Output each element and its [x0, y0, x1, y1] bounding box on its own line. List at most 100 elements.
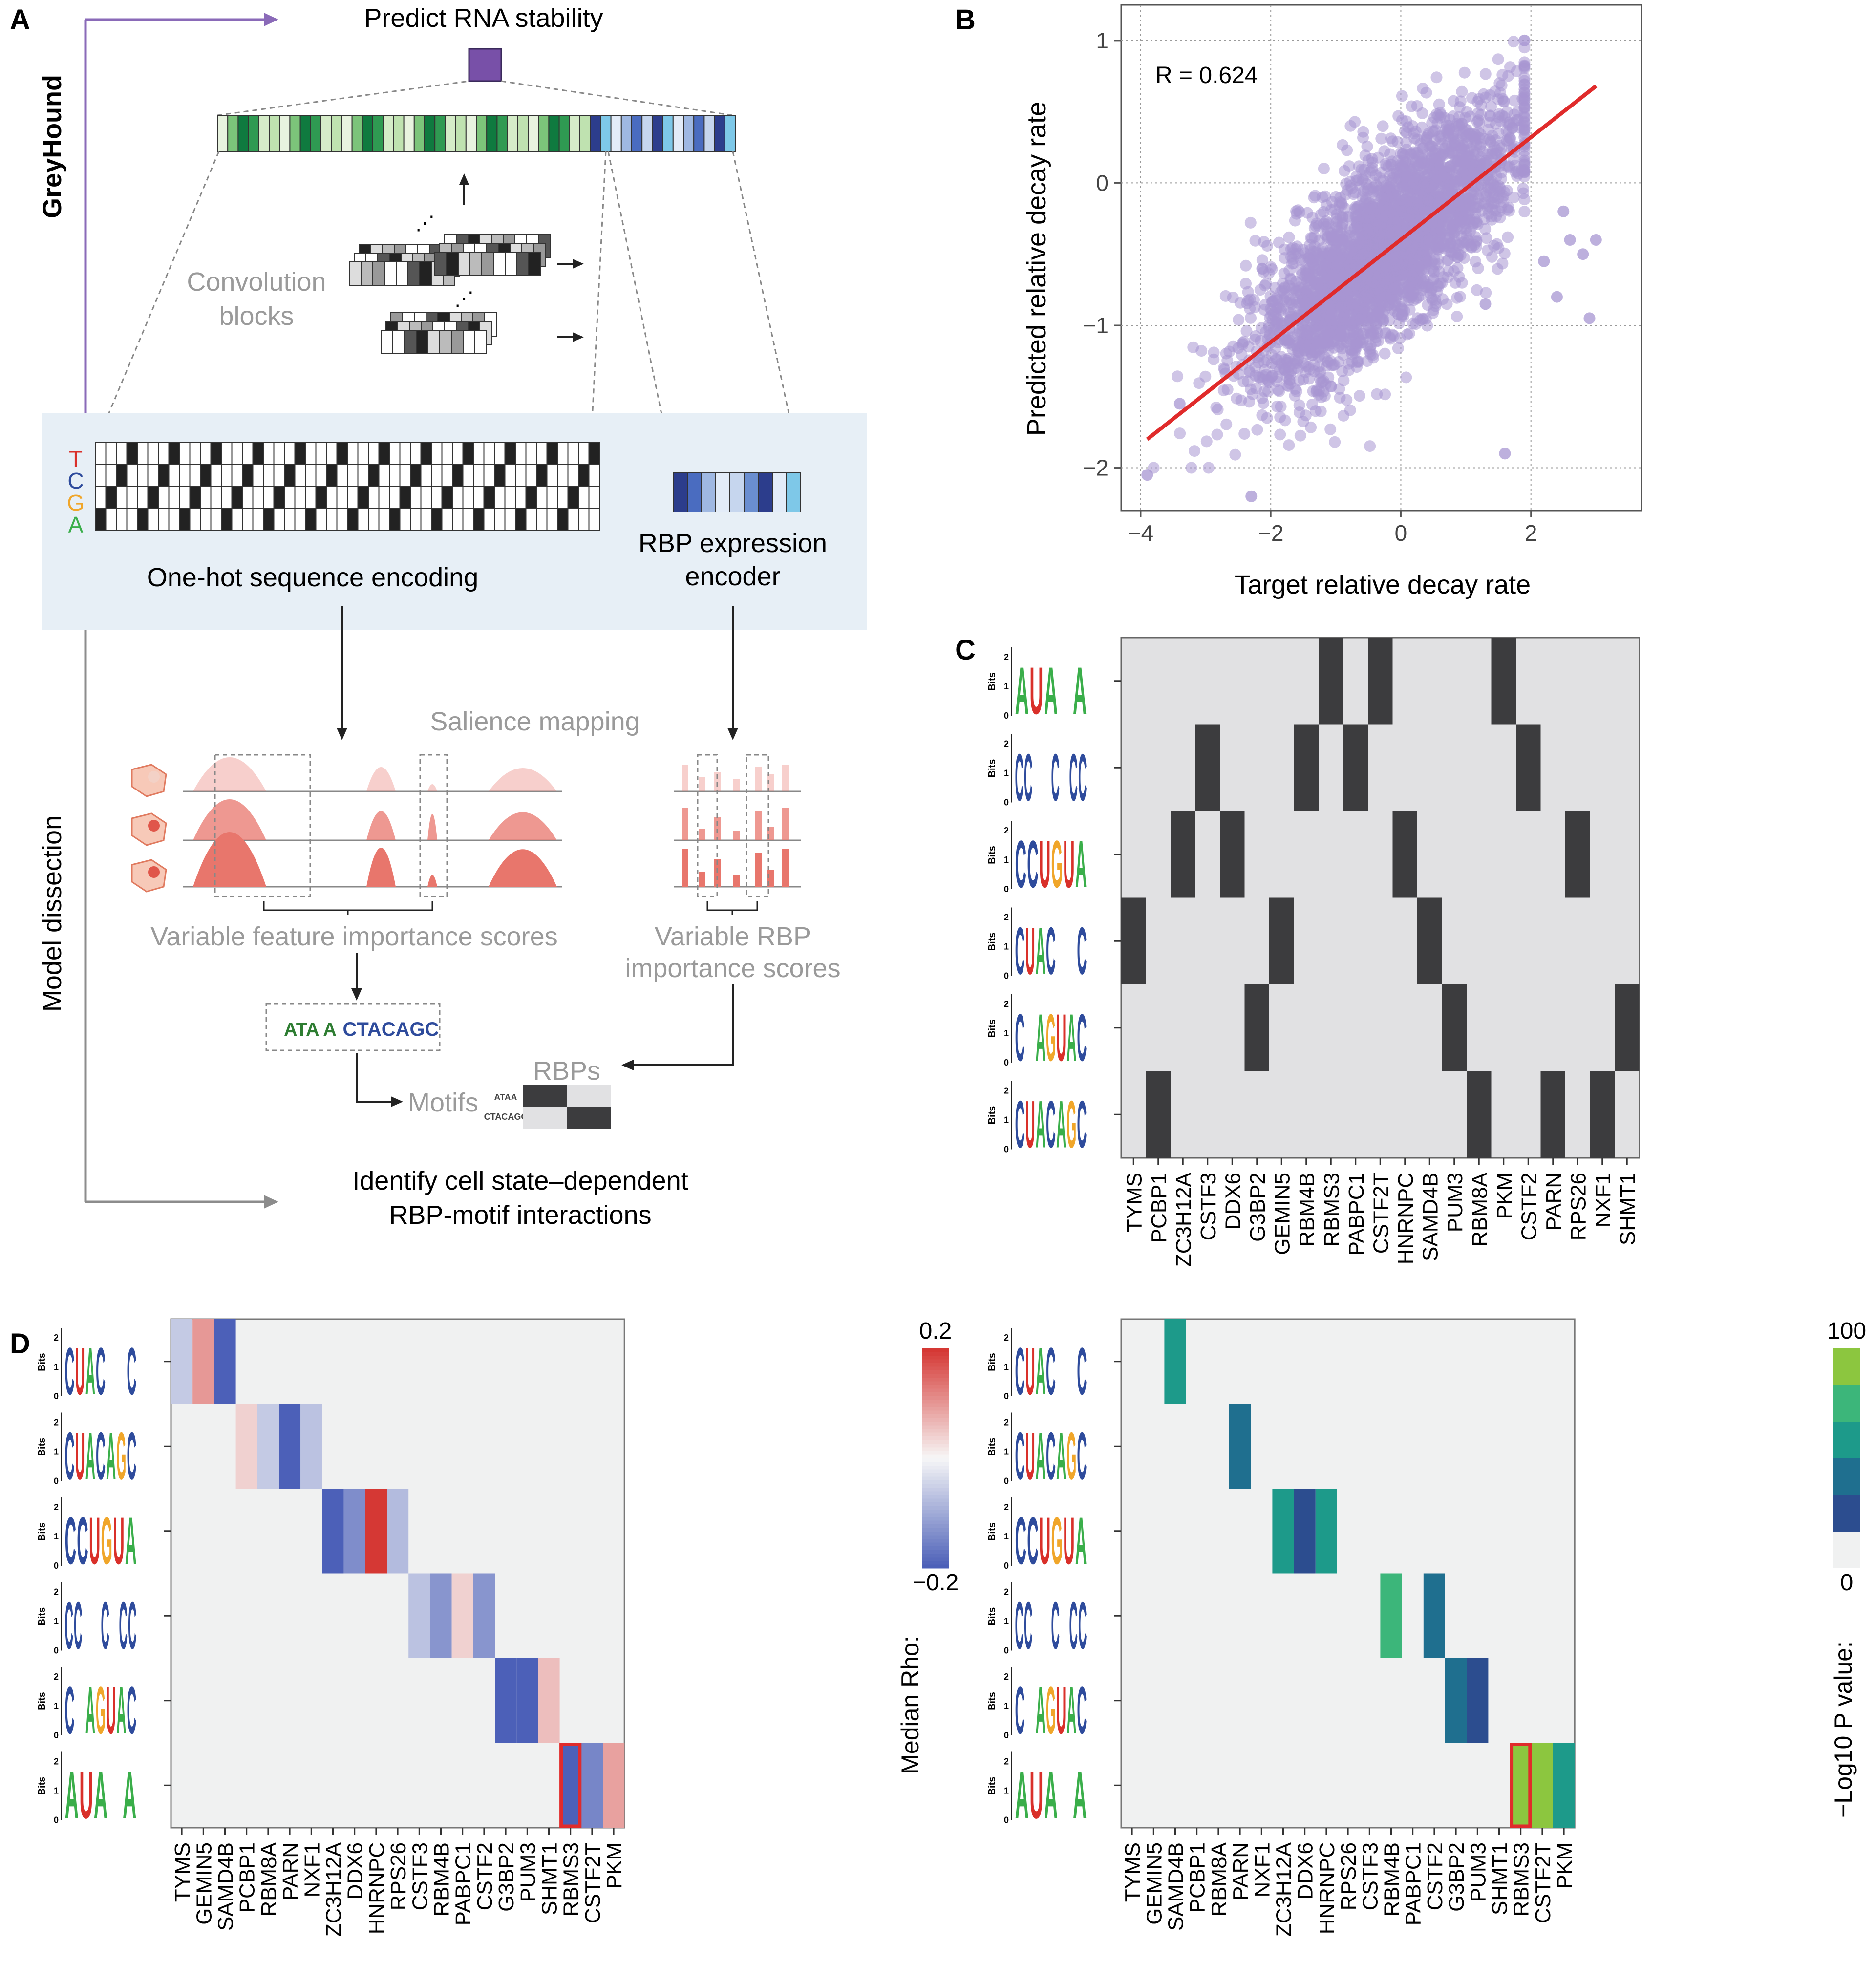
- colorbar-segment: [922, 1363, 949, 1367]
- onehot-cell: [137, 486, 149, 509]
- colorbar-rho: [922, 1348, 949, 1569]
- onehot-cell: [116, 486, 128, 509]
- feature-vector-bar: [217, 115, 736, 152]
- logo-tick: 1: [1004, 1115, 1009, 1125]
- logo-letter: A: [1073, 654, 1087, 728]
- scatter-point: [1564, 234, 1576, 246]
- colorbar-segment: [922, 1422, 949, 1426]
- logo-tick: 0: [1004, 971, 1009, 981]
- feature-cell: [620, 115, 633, 152]
- scatter-point: [1371, 388, 1383, 400]
- colorbar-segment: [922, 1440, 949, 1444]
- cell-nucleus: [148, 866, 160, 878]
- colorbar-segment: [922, 1554, 949, 1558]
- scatter-point: [1293, 298, 1305, 310]
- logo-letter: C: [1051, 1589, 1060, 1664]
- scatter-point: [1577, 248, 1589, 260]
- cell-nucleus: [148, 820, 160, 832]
- colorbar-segment: [922, 1385, 949, 1389]
- onehot-cell: [273, 508, 285, 531]
- scatter-point: [1454, 173, 1466, 186]
- column-label: TYMS: [171, 1842, 194, 1902]
- scatter-point: [1244, 302, 1256, 315]
- rbp-score-bar: [733, 875, 740, 887]
- logo-letter: U: [1063, 1504, 1074, 1579]
- onehot-cell: [347, 508, 359, 531]
- rho-min-label: −0.2: [913, 1570, 959, 1596]
- column-label: NXF1: [300, 1842, 324, 1897]
- logo-tick: 2: [1004, 913, 1009, 922]
- scatter-point: [1487, 191, 1499, 203]
- scatter-point: [1375, 132, 1387, 145]
- onehot-cell: [546, 442, 558, 465]
- onehot-cell: [221, 464, 233, 487]
- column-label: SHMT1: [1488, 1842, 1512, 1915]
- onehot-cell: [483, 442, 495, 465]
- onehot-cell: [252, 442, 264, 465]
- scatter-point: [1362, 320, 1374, 332]
- scatter-point: [1557, 205, 1570, 217]
- colorbar-segment: [922, 1535, 949, 1539]
- motifs-label: Motifs: [408, 1088, 478, 1117]
- scatter-point: [1471, 284, 1483, 296]
- heatmap-cell: [451, 1573, 473, 1658]
- scatter-point: [1472, 126, 1485, 138]
- scatter-point: [1479, 68, 1492, 80]
- feature-cell: [237, 115, 249, 152]
- scatter-point: [1321, 329, 1333, 341]
- scatter-point: [1340, 253, 1352, 265]
- column-label: CSTF2T: [581, 1842, 605, 1923]
- nucleotide-g: G: [67, 490, 85, 515]
- heatmap-cell: [1510, 1743, 1532, 1828]
- logo-letter: U: [1029, 1758, 1043, 1833]
- scatter-point: [1351, 357, 1364, 368]
- scatter-point: [1173, 398, 1186, 410]
- feature-cell: [528, 115, 539, 152]
- logo-tick: 2: [54, 1757, 59, 1767]
- heatmap-cell: [214, 1319, 236, 1404]
- logo-letter: A: [116, 1673, 126, 1748]
- conv-cell: [505, 252, 517, 276]
- heatmap-cell: [1467, 1071, 1492, 1158]
- column-label: PUM3: [516, 1842, 540, 1902]
- logo-letter: A: [1044, 654, 1058, 728]
- x-tick-label: −4: [1128, 520, 1153, 546]
- onehot-cell: [368, 464, 380, 487]
- logo-tick: 0: [1004, 1561, 1009, 1571]
- scatter-point: [1283, 231, 1295, 243]
- logo-letter: C: [127, 1334, 136, 1409]
- logo-letter: G: [1046, 1673, 1056, 1748]
- logo-letter: U: [113, 1504, 124, 1579]
- column-label: RPS26: [386, 1842, 410, 1910]
- onehot-cell: [284, 442, 296, 465]
- onehot-cell: [263, 464, 275, 487]
- scatter-point: [1244, 216, 1257, 229]
- colorbar-segment: [922, 1370, 949, 1374]
- scatter-point: [1472, 192, 1484, 204]
- onehot-cell: [410, 508, 422, 531]
- logo-letter: C: [1046, 1088, 1056, 1162]
- scatter-point: [1273, 236, 1285, 249]
- scatter-point: [1292, 204, 1304, 216]
- colorbar-segment: [922, 1550, 949, 1554]
- column-label: CSTF2T: [1531, 1842, 1555, 1923]
- scatter-point: [1417, 313, 1429, 325]
- rbp-cell: [687, 472, 702, 512]
- scatter-point: [1274, 428, 1286, 441]
- heatmap-cell: [1121, 897, 1146, 984]
- heatmap-cell: [1195, 724, 1220, 811]
- onehot-cell: [515, 508, 527, 531]
- onehot-cell: [525, 442, 537, 465]
- up-arrow-icon: [459, 173, 469, 185]
- scatter-point: [1262, 385, 1274, 397]
- onehot-cell: [452, 486, 464, 509]
- conv-cell: [392, 330, 405, 354]
- heatmap-cell: [1467, 1658, 1489, 1743]
- onehot-cell: [231, 486, 243, 509]
- onehot-cell: [168, 486, 180, 509]
- heatmap-cell: [235, 1404, 257, 1489]
- scatter-point: [1275, 401, 1287, 413]
- scatter-point: [1396, 181, 1408, 193]
